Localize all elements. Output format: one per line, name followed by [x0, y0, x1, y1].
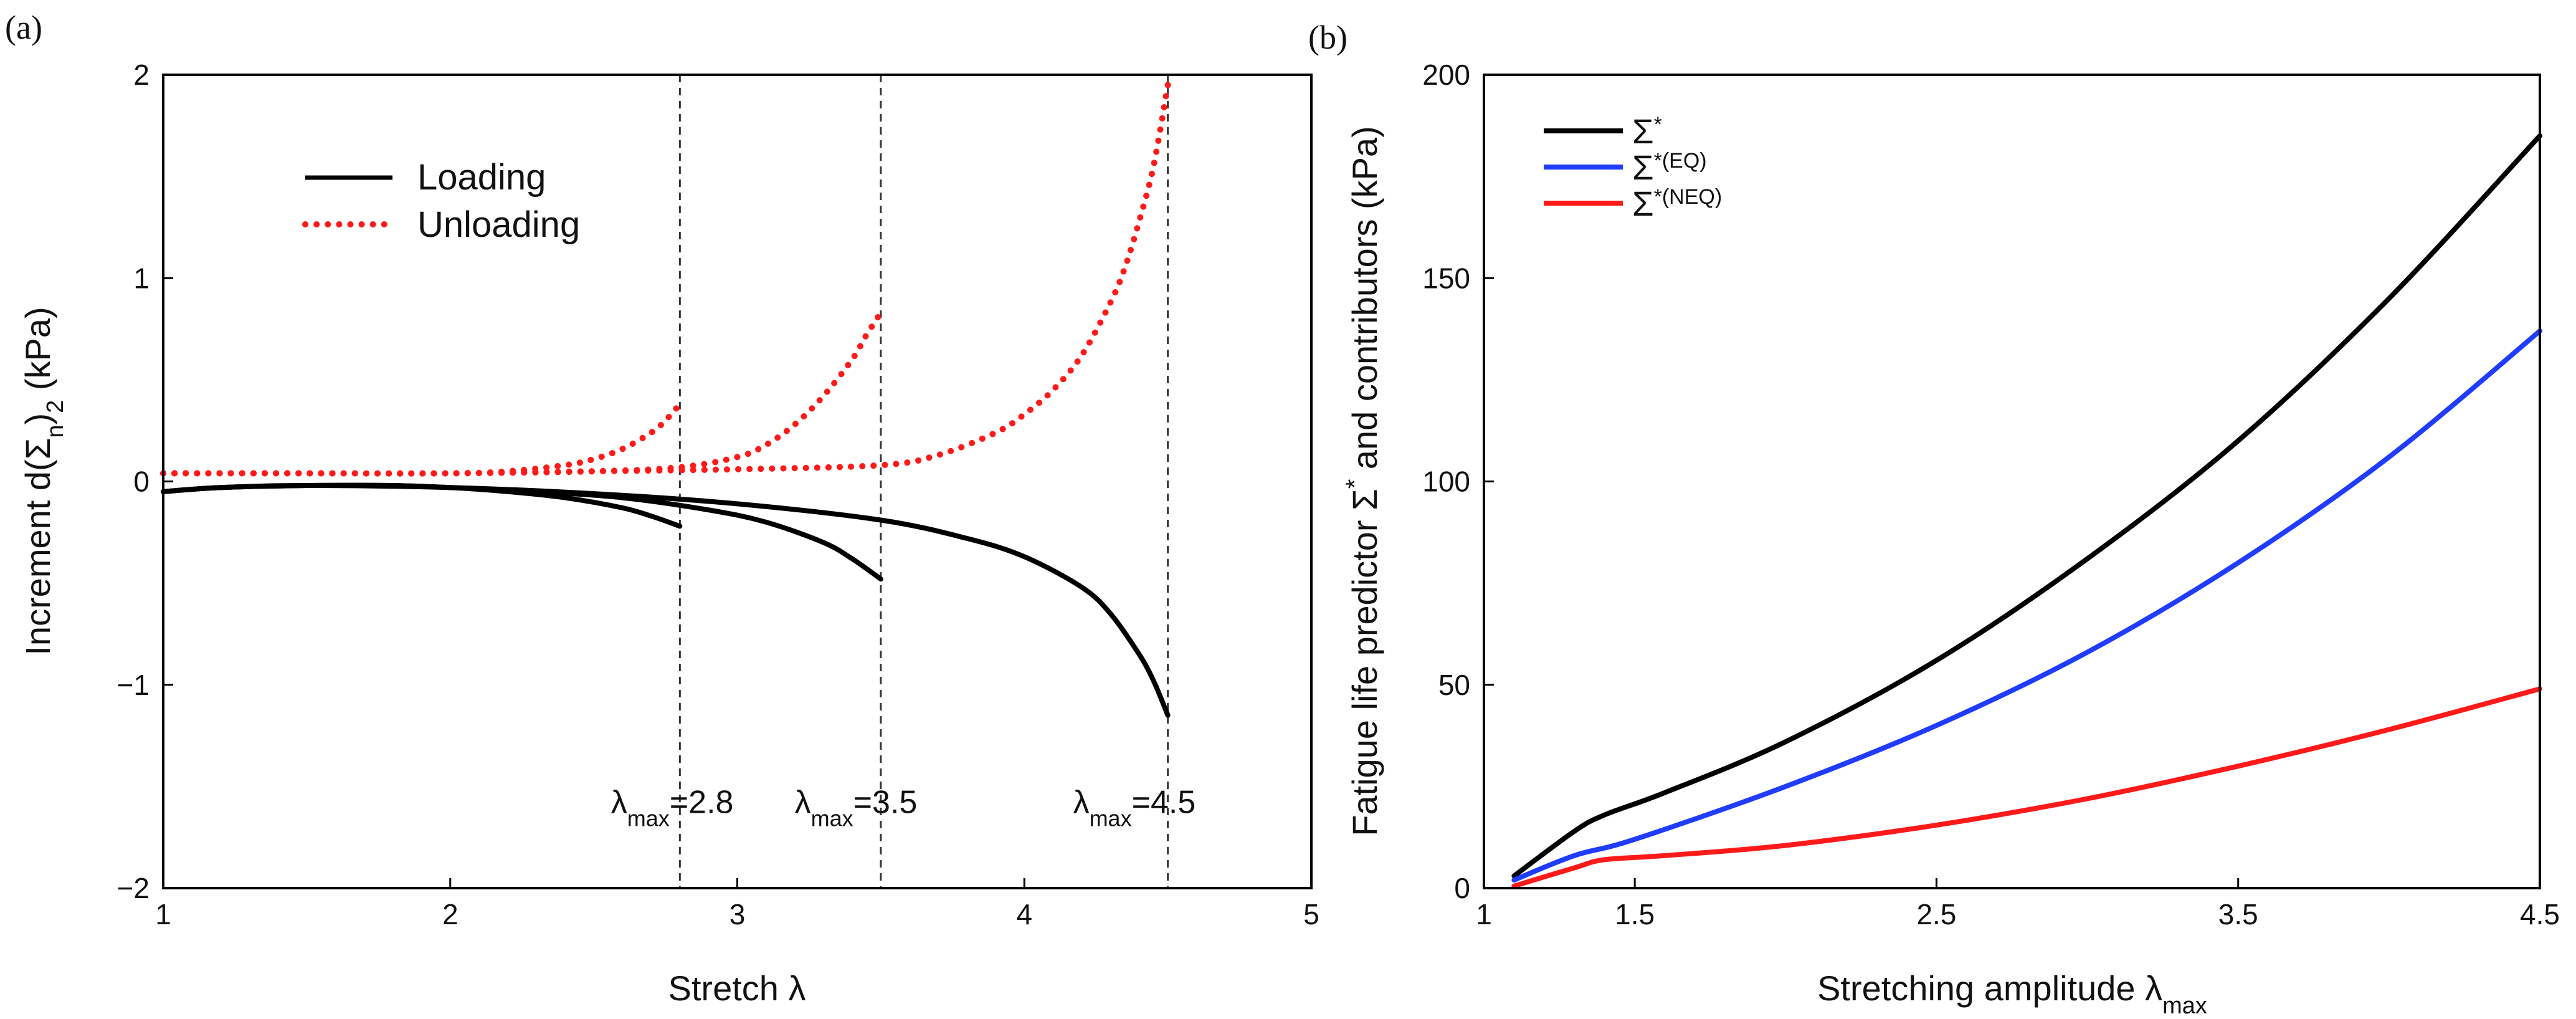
chart-b-y-tick-label: 200	[1422, 59, 1470, 91]
chart-a-loading-line	[161, 482, 683, 529]
chart-a-plot-area	[160, 75, 1171, 888]
chart-a-y-tick-label: 2	[133, 59, 150, 91]
chart-b-legend-label: Σ*(EQ)	[1632, 148, 1707, 187]
legend-unloading-label: Unloading	[417, 204, 580, 245]
chart-b-y-axis: 0 50 100 150 200	[1422, 59, 1494, 904]
chart-a-legend: Loading Unloading	[302, 157, 580, 245]
chart-b-y-tick-label: 150	[1422, 262, 1470, 294]
chart-b-x-tick-label: 1	[1476, 898, 1492, 930]
chart-b-legend: Σ*Σ*(EQ)Σ*(NEQ)	[1544, 112, 1722, 223]
chart-b-legend-label: Σ*(NEQ)	[1632, 184, 1722, 223]
chart-b-sigma-neq-line	[1511, 686, 2542, 889]
chart-a-frame	[162, 74, 1313, 889]
chart-b-legend-label: Σ*	[1632, 112, 1662, 151]
chart-a-panel-label: (a)	[5, 9, 42, 46]
chart-a-x-tick-label: 2	[442, 898, 459, 930]
chart-b-y-tick-label: 0	[1454, 872, 1470, 904]
chart-b-x-tick-label: 3.5	[2218, 898, 2258, 930]
chart-b-y-tick-label: 100	[1422, 466, 1470, 498]
chart-b-plot-area	[1511, 133, 2542, 889]
chart-b-y-axis-label-rest: and contributors (kPa)	[1345, 126, 1384, 479]
chart-b-x-axis-label: Stretching amplitude λmax	[1817, 969, 2207, 1019]
chart-a-y-tick-label: −2	[117, 872, 150, 904]
chart-a-x-axis: 1 2 3 4 5	[155, 878, 1319, 930]
chart-b-x-axis-label-main: Stretching amplitude λ	[1817, 969, 2162, 1008]
chart-a-y-tick-label: 0	[133, 466, 150, 498]
chart-a-lambda-max-annotation: λmax=2.8	[611, 784, 734, 831]
chart-b-y-tick-label: 50	[1438, 669, 1470, 701]
chart-a-annotations: λmax=2.8 λmax=3.5 λmax=4.5	[611, 784, 1195, 831]
chart-b-y-axis-label: Fatigue life predictor Σ* and contributo…	[1341, 126, 1384, 836]
chart-b-sigma-star-line	[1511, 133, 2542, 879]
chart-a: (a) 1 2 3 4 5 −2 −1 0 1 2 Stretch λ Increment d(…	[5, 9, 1319, 1008]
chart-a-x-tick-label: 5	[1303, 898, 1319, 930]
chart-b: (b) 1 1.5 2.5 3.5 4.5 0 50 100 150 200 Stretchin…	[1308, 19, 2560, 1019]
chart-b-sigma-eq-line	[1511, 328, 2542, 883]
chart-a-y-axis-label: Increment d(Σn)2 (kPa)	[18, 307, 69, 655]
chart-b-x-axis-label-sub: max	[2162, 993, 2207, 1019]
legend-loading-label: Loading	[417, 157, 546, 198]
chart-a-unloading-line	[160, 82, 1171, 477]
chart-a-loading-line	[161, 482, 1171, 718]
chart-b-panel-label: (b)	[1308, 19, 1347, 56]
chart-a-y-axis: −2 −1 0 1 2	[117, 59, 173, 904]
chart-a-x-tick-label: 3	[730, 898, 746, 930]
chart-a-loading-line	[161, 482, 883, 582]
chart-b-x-tick-label: 2.5	[1916, 898, 1956, 930]
chart-b-x-tick-label: 4.5	[2520, 898, 2560, 930]
chart-a-unloading-line	[160, 401, 683, 477]
chart-a-lambda-max-annotation: λmax=3.5	[795, 784, 918, 831]
chart-a-x-tick-label: 1	[155, 898, 171, 930]
chart-a-x-tick-label: 4	[1016, 898, 1032, 930]
chart-a-lambda-max-annotation: λmax=4.5	[1073, 784, 1196, 831]
chart-a-x-axis-label: Stretch λ	[668, 969, 806, 1008]
chart-b-y-axis-label-sup: *	[1341, 479, 1369, 489]
chart-a-y-tick-label: 1	[133, 262, 150, 294]
chart-b-x-axis: 1 1.5 2.5 3.5 4.5	[1476, 878, 2560, 930]
chart-a-unloading-line	[160, 309, 884, 477]
chart-a-y-tick-label: −1	[117, 669, 150, 701]
chart-b-y-axis-label-main: Fatigue life predictor Σ	[1345, 489, 1384, 836]
chart-b-x-tick-label: 1.5	[1615, 898, 1655, 930]
